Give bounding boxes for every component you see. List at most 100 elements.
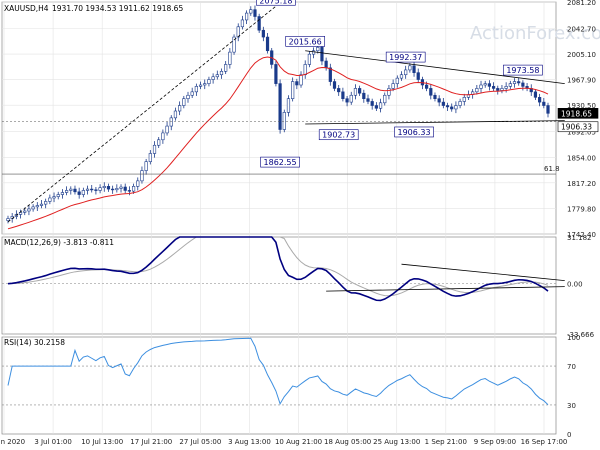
candle-body <box>291 81 295 99</box>
price-annotation: 1992.37 <box>385 51 426 63</box>
candle-body <box>328 67 332 82</box>
candle-body <box>203 83 207 86</box>
price-tick-label: 2005.10 <box>567 51 596 59</box>
macd-tick-label: -33.666 <box>567 331 595 339</box>
candle-body <box>441 101 445 106</box>
candle-body <box>81 190 85 195</box>
price-annotation-text: 2015.66 <box>289 37 322 46</box>
current-price-badge-box <box>557 108 599 119</box>
candle-body <box>500 88 504 91</box>
candle-body <box>349 94 353 103</box>
candle-body <box>127 190 131 192</box>
candle-body <box>198 84 203 87</box>
price-tick-label: 1930.50 <box>567 102 596 110</box>
candle-body <box>512 81 517 84</box>
grid <box>1 1 557 435</box>
candle-body <box>140 170 144 182</box>
ohlc-label: 1931.70 1934.53 1911.62 1918.65 <box>52 4 183 13</box>
macd-panel: MACD(12,26,9) -3.813 -0.811 <box>4 238 114 247</box>
x-tick-label: 25 Jun 2020 <box>0 438 25 446</box>
current-price-badge-text: 1918.65 <box>561 109 592 118</box>
candle-body <box>429 88 433 96</box>
candle-body <box>320 47 324 62</box>
candle-body <box>56 194 60 197</box>
candle-body <box>303 64 307 76</box>
rsi-tick-label: 30 <box>567 402 576 410</box>
candle-body <box>324 60 328 69</box>
price-tick-label: 1742.40 <box>567 231 596 239</box>
candle-body <box>85 188 90 191</box>
x-tick-label: 3 Jul 01:00 <box>34 438 72 446</box>
candle-body <box>274 64 278 84</box>
candle-body <box>491 86 496 89</box>
support-price-badge: 1906.33 <box>557 121 599 133</box>
x-tick-label: 25 Aug 13:00 <box>373 438 420 446</box>
price-trendline <box>305 120 565 125</box>
candle-body <box>39 203 44 206</box>
price-annotation-text: 2075.18 <box>259 0 292 5</box>
price-annotation-box <box>256 0 296 6</box>
price-annotation-text: 1906.33 <box>397 128 430 137</box>
macd-title: MACD(12,26,9) -3.813 -0.811 <box>4 238 114 247</box>
price-panel: XAUUSD,H4 1931.70 1934.53 1911.62 1918.6… <box>4 4 600 44</box>
candle-body <box>257 16 261 31</box>
price-annotation: 1906.33 <box>394 126 434 138</box>
candle-body <box>508 83 512 87</box>
price-annotation-box <box>285 36 326 47</box>
macd-line <box>7 236 549 302</box>
x-tick-label: 17 Jul 21:00 <box>130 438 172 446</box>
candle-body <box>161 132 165 141</box>
candle-body <box>362 92 366 99</box>
candle-body <box>299 74 303 86</box>
candle-body <box>391 83 395 89</box>
candle-body <box>65 190 69 193</box>
candle-body <box>462 97 466 102</box>
rsi-line <box>7 337 549 406</box>
candle-body <box>542 101 546 106</box>
candle-body <box>35 205 39 208</box>
candle-body <box>374 105 378 109</box>
candle-body <box>102 186 106 189</box>
candle-body <box>295 81 299 86</box>
candle-body <box>458 101 462 106</box>
candle-body <box>504 86 508 89</box>
candle-body <box>416 72 420 80</box>
candle-body <box>23 210 27 213</box>
candle-body <box>253 9 257 17</box>
candle-body <box>131 186 136 192</box>
candle-body <box>165 125 169 134</box>
price-annotation-box <box>503 64 543 76</box>
candle-body <box>228 51 232 65</box>
candle-body <box>450 106 454 110</box>
candle-body <box>378 102 383 109</box>
candle-body <box>211 76 215 80</box>
candle-body <box>123 186 127 191</box>
candle-body <box>307 53 311 65</box>
candle-body <box>265 36 270 52</box>
candle-body <box>194 86 198 93</box>
candle-body <box>18 212 23 215</box>
candle-body <box>144 161 148 171</box>
candle-body <box>106 186 111 190</box>
candle-body <box>190 91 194 96</box>
candle-body <box>408 65 412 71</box>
price-tick-label: 1892.05 <box>567 129 596 137</box>
price-annotation: 1973.58 <box>503 64 543 76</box>
price-annotation-box <box>260 156 300 168</box>
rsi-panel: RSI(14) 30.2158 <box>4 338 65 347</box>
candle-body <box>517 81 521 84</box>
candle-body <box>152 144 157 154</box>
price-trendline <box>305 50 565 85</box>
candle-body <box>316 47 320 52</box>
candle-body <box>48 197 52 202</box>
price-annotation: 2015.66 <box>285 36 326 47</box>
candle-body <box>182 98 186 106</box>
candle-body <box>454 105 458 110</box>
candle-body <box>73 188 77 193</box>
candle-body <box>286 98 291 113</box>
candle-body <box>178 105 182 112</box>
macd-tick-label: 31.182 <box>567 234 592 242</box>
price-tick-label: 2081.20 <box>567 0 596 7</box>
